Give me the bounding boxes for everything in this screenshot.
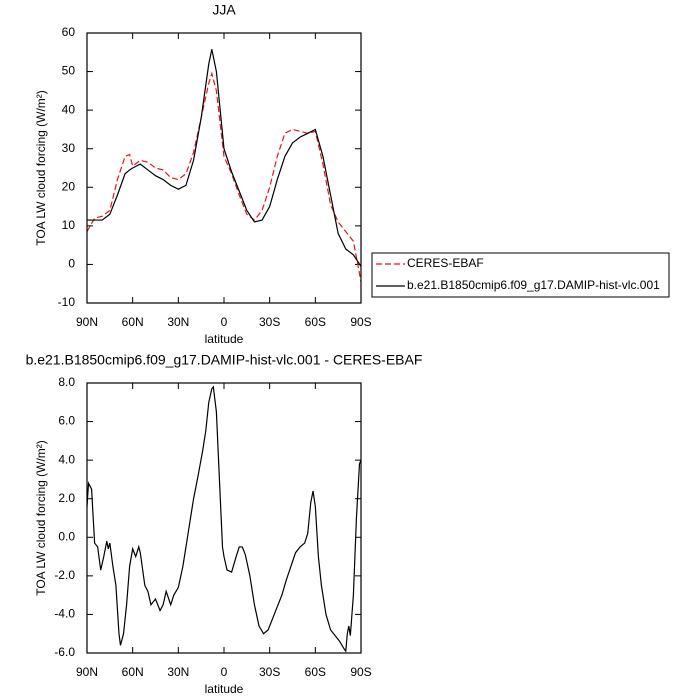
y-tick-label: 10 <box>62 218 76 232</box>
x-tick-label: 90S <box>350 665 371 679</box>
y-axis-label: TOA LW cloud forcing (W/m²) <box>34 440 48 596</box>
y-tick-label: 6.0 <box>58 414 75 428</box>
legend-label: b.e21.B1850cmip6.f09_g17.DAMIP-hist-vlc.… <box>407 278 660 292</box>
y-tick-label: 20 <box>62 179 76 193</box>
y-tick-label: 40 <box>62 102 76 116</box>
chart-title: JJA <box>212 2 236 18</box>
x-axis-label: latitude <box>205 682 244 696</box>
y-tick-label: 8.0 <box>58 375 75 389</box>
x-axis-label: latitude <box>205 332 244 346</box>
chart-title: b.e21.B1850cmip6.f09_g17.DAMIP-hist-vlc.… <box>26 352 423 368</box>
x-tick-label: 90N <box>76 315 98 329</box>
legend-box <box>371 252 670 298</box>
x-tick-label: 90S <box>350 315 371 329</box>
y-axis-label: TOA LW cloud forcing (W/m²) <box>34 90 48 246</box>
y-tick-label: 4.0 <box>58 452 75 466</box>
legend-label: CERES-EBAF <box>407 256 484 270</box>
y-tick-label: 50 <box>62 64 76 78</box>
y-tick-label: 60 <box>62 25 76 39</box>
y-tick-label: -10 <box>58 295 76 309</box>
x-tick-label: 0 <box>221 665 228 679</box>
data-line <box>87 49 362 267</box>
x-tick-label: 60N <box>122 315 144 329</box>
y-tick-label: 0.0 <box>58 529 75 543</box>
x-tick-label: 60N <box>122 665 144 679</box>
y-tick-label: 30 <box>62 141 76 155</box>
y-tick-label: 2.0 <box>58 491 75 505</box>
x-tick-label: 90N <box>76 665 98 679</box>
x-tick-label: 60S <box>305 315 326 329</box>
x-tick-label: 30S <box>259 665 280 679</box>
y-tick-label: -4.0 <box>54 607 75 621</box>
x-tick-label: 0 <box>221 315 228 329</box>
data-line <box>86 385 362 653</box>
plot-frame <box>86 382 362 654</box>
x-tick-label: 30N <box>167 315 189 329</box>
plot-frame <box>86 32 362 304</box>
x-tick-label: 30S <box>259 315 280 329</box>
data-line <box>86 71 362 282</box>
x-tick-label: 60S <box>305 665 326 679</box>
x-tick-label: 30N <box>167 665 189 679</box>
y-tick-label: -2.0 <box>54 568 75 582</box>
y-tick-label: 0 <box>68 257 75 271</box>
y-tick-label: -6.0 <box>54 645 75 659</box>
